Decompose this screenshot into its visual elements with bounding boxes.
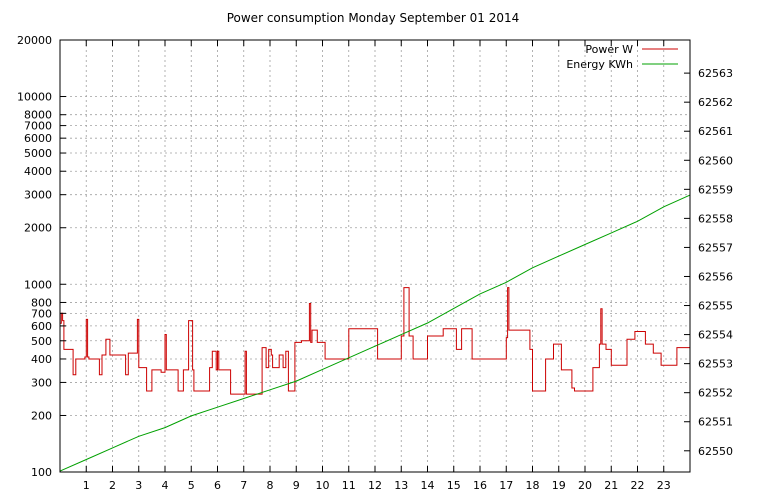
y-right-tick-label: 62562 bbox=[698, 96, 733, 109]
y-left-tick-label: 4000 bbox=[24, 165, 52, 178]
y-left-tick-label: 3000 bbox=[24, 189, 52, 202]
grid-layer bbox=[60, 40, 690, 473]
x-tick-label: 8 bbox=[267, 479, 274, 492]
y-left-tick-label: 10000 bbox=[17, 91, 52, 104]
y-right-tick-label: 62551 bbox=[698, 416, 733, 429]
x-tick-label: 16 bbox=[473, 479, 487, 492]
chart-legend: Power W Energy KWh bbox=[566, 43, 678, 71]
y-left-tick-label: 400 bbox=[31, 353, 52, 366]
y-left-tick-label: 8000 bbox=[24, 109, 52, 122]
x-tick-label: 12 bbox=[368, 479, 382, 492]
y-left-tick-label: 7000 bbox=[24, 120, 52, 133]
x-tick-label: 13 bbox=[394, 479, 408, 492]
y-right-tick-label: 62550 bbox=[698, 445, 733, 458]
y-right-tick-label: 62552 bbox=[698, 387, 733, 400]
ticks-layer: 1 2 3 4 5 6 7 8 9 10 11 12 13 14 15 16 17 18 19 20 21 22 23100… bbox=[17, 34, 733, 492]
y-right-tick-label: 62555 bbox=[698, 300, 733, 313]
x-tick-label: 4 bbox=[162, 479, 169, 492]
x-tick-label: 18 bbox=[526, 479, 540, 492]
y-left-tick-label: 300 bbox=[31, 376, 52, 389]
y-right-tick-label: 62558 bbox=[698, 212, 733, 225]
energy-kwh-series-line bbox=[59, 194, 691, 472]
y-left-tick-label: 2000 bbox=[24, 222, 52, 235]
power-w-series-line bbox=[60, 287, 690, 395]
y-right-tick-label: 62561 bbox=[698, 125, 733, 138]
x-tick-label: 6 bbox=[214, 479, 221, 492]
y-left-tick-label: 200 bbox=[31, 409, 52, 422]
y-left-tick-label: 600 bbox=[31, 320, 52, 333]
y-left-tick-label: 20000 bbox=[17, 34, 52, 47]
y-right-tick-label: 62560 bbox=[698, 154, 733, 167]
y-left-tick-label: 800 bbox=[31, 296, 52, 309]
y-right-tick-label: 62556 bbox=[698, 270, 733, 283]
x-tick-label: 22 bbox=[631, 479, 645, 492]
x-tick-label: 23 bbox=[657, 479, 671, 492]
x-tick-label: 9 bbox=[293, 479, 300, 492]
x-tick-label: 20 bbox=[578, 479, 592, 492]
x-tick-label: 7 bbox=[240, 479, 247, 492]
y-left-tick-label: 6000 bbox=[24, 132, 52, 145]
x-tick-label: 2 bbox=[109, 479, 116, 492]
y-right-tick-label: 62563 bbox=[698, 67, 733, 80]
x-tick-label: 5 bbox=[188, 479, 195, 492]
x-tick-label: 14 bbox=[421, 479, 435, 492]
x-tick-label: 1 bbox=[83, 479, 90, 492]
y-left-tick-label: 100 bbox=[31, 466, 52, 479]
legend-label: Power W bbox=[585, 43, 633, 56]
y-left-tick-label: 500 bbox=[31, 335, 52, 348]
y-right-tick-label: 62554 bbox=[698, 329, 733, 342]
x-tick-label: 15 bbox=[447, 479, 461, 492]
x-tick-label: 17 bbox=[499, 479, 513, 492]
y-right-tick-label: 62553 bbox=[698, 358, 733, 371]
chart-title: Power consumption Monday September 01 20… bbox=[227, 11, 520, 25]
x-tick-label: 11 bbox=[342, 479, 356, 492]
y-left-tick-label: 700 bbox=[31, 307, 52, 320]
y-left-tick-label: 1000 bbox=[24, 278, 52, 291]
y-right-tick-label: 62559 bbox=[698, 183, 733, 196]
x-tick-label: 19 bbox=[552, 479, 566, 492]
legend-label: Energy KWh bbox=[566, 58, 633, 71]
x-tick-label: 10 bbox=[316, 479, 330, 492]
x-tick-label: 3 bbox=[135, 479, 142, 492]
y-left-tick-label: 5000 bbox=[24, 147, 52, 160]
series-layer bbox=[59, 194, 691, 472]
x-tick-label: 21 bbox=[604, 479, 618, 492]
y-right-tick-label: 62557 bbox=[698, 241, 733, 254]
